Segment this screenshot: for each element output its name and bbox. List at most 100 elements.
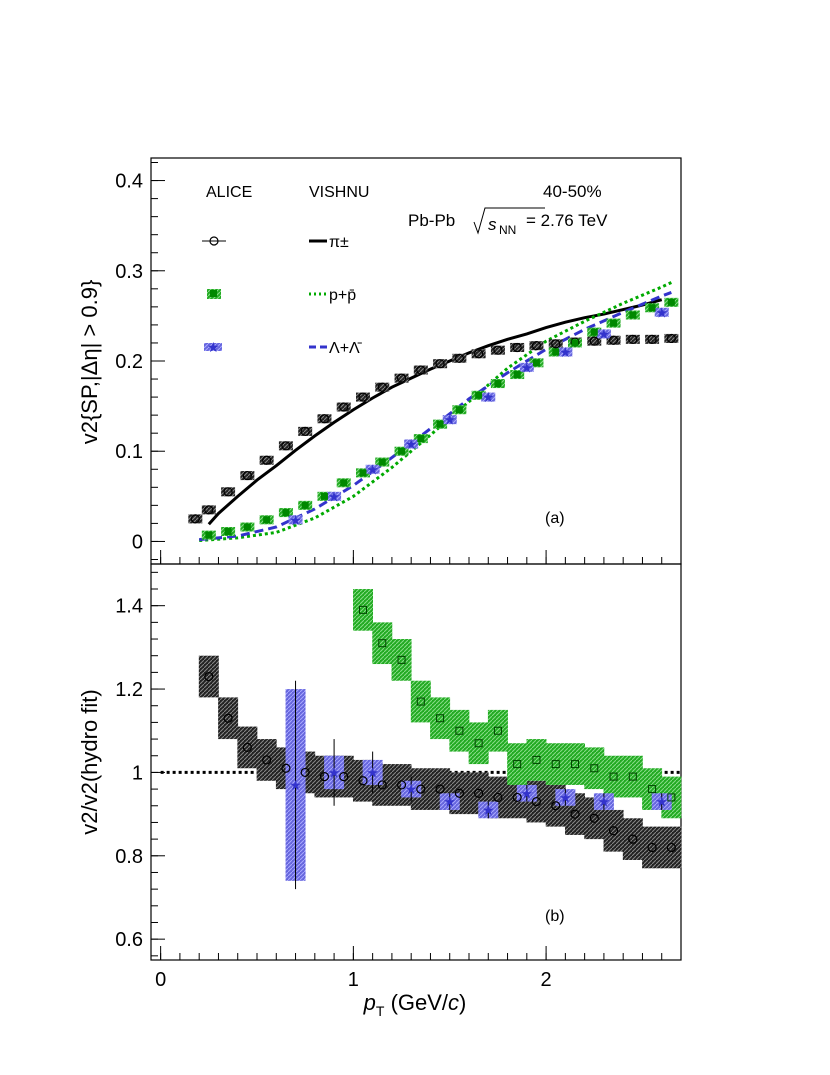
data-point-1-16	[513, 371, 521, 379]
energy-subscript: NN	[499, 223, 516, 237]
syst-box-0-21	[587, 336, 602, 346]
syst-box-0-22	[606, 335, 621, 345]
data-point-0-14	[474, 788, 484, 798]
syst-box-0-22	[622, 818, 643, 860]
data-point-1-10	[551, 760, 560, 769]
syst-box-0-21	[603, 809, 624, 852]
data-point-2-1: ★	[328, 765, 341, 781]
syst-box-0-14	[452, 353, 467, 363]
data-point-0-1	[223, 713, 233, 723]
data-point-1-1	[224, 528, 232, 536]
syst-box-1-4	[430, 697, 451, 740]
data-point-1-24	[667, 298, 675, 306]
data-point-0-4	[262, 455, 272, 465]
panel-b-y-tick-label-1: 0.8	[115, 846, 143, 868]
data-point-1-10	[398, 447, 406, 455]
data-point-2-3: ★	[405, 782, 418, 798]
data-point-0-13	[454, 788, 464, 798]
data-point-1-5	[301, 501, 309, 509]
data-point-2-5: ★	[482, 390, 495, 406]
syst-box-1-8	[507, 743, 528, 785]
legend-data-header: ALICE	[206, 184, 252, 201]
data-point-0-24	[647, 334, 657, 344]
syst-box-0-16	[490, 345, 505, 355]
data-point-0-14	[454, 353, 464, 363]
data-point-0-15	[493, 792, 503, 803]
x-tick-label-0: 0	[155, 969, 166, 991]
data-point-1-4	[282, 509, 290, 517]
syst-box-1-6	[468, 722, 489, 765]
panel-a-y-tick-label-4: 0.4	[115, 171, 143, 193]
data-point-2-0: ★	[289, 778, 302, 794]
data-point-0-11	[416, 784, 426, 794]
syst-box-0-2	[237, 726, 258, 769]
data-point-1-22	[629, 311, 637, 319]
syst-box-0-0	[198, 655, 219, 698]
data-point-2-2: ★	[366, 462, 379, 478]
data-point-0-22	[608, 335, 619, 345]
legend-model-header: VISHNU	[309, 184, 369, 201]
data-point-0-9	[377, 780, 387, 790]
x-tick-label-1: 1	[348, 969, 359, 991]
syst-box-0-1	[218, 697, 239, 740]
syst-box-0-24	[661, 826, 682, 869]
data-point-0-3	[242, 470, 252, 481]
syst-box-1-11	[565, 743, 585, 785]
data-point-0-1	[204, 505, 214, 515]
data-point-0-8	[339, 402, 349, 412]
data-point-1-11	[417, 435, 425, 443]
data-point-1-11	[571, 760, 579, 769]
data-point-0-20	[589, 813, 599, 823]
data-point-2-8: ★	[598, 795, 611, 811]
data-point-2-7: ★	[559, 345, 572, 361]
syst-box-2-4	[442, 415, 457, 425]
data-point-0-8	[358, 776, 368, 786]
data-point-1-15	[494, 380, 502, 388]
panel-a-y-axis-title: v2{SP,|Δη| > 0.9}	[77, 280, 102, 445]
data-point-2-5: ★	[482, 803, 495, 819]
x-axis-title-c: c	[448, 990, 459, 1015]
syst-box-1-9	[526, 739, 547, 781]
syst-box-2-3	[404, 439, 419, 449]
data-point-0-19	[570, 809, 580, 819]
data-point-2-9: ★	[655, 795, 668, 811]
syst-box-1-1	[372, 622, 393, 665]
syst-box-1-13	[603, 755, 624, 798]
model-curve-0	[207, 298, 663, 526]
data-point-1-19	[571, 339, 579, 347]
data-point-1-5	[455, 726, 464, 735]
model-curve-1	[199, 281, 672, 543]
legend-lambda-label: Λ+Λ̄	[329, 340, 363, 357]
panel-b-y-axis-title: v2/v2(hydro fit)	[77, 689, 102, 835]
data-point-1-20	[590, 328, 598, 336]
energy-symbol: s	[488, 215, 497, 234]
data-point-0-22	[628, 834, 638, 844]
syst-box-0-3	[240, 471, 255, 481]
data-point-0-19	[551, 339, 561, 349]
data-point-1-17	[532, 359, 540, 367]
data-point-1-13	[609, 772, 618, 781]
syst-box-0-13	[433, 359, 448, 369]
data-point-0-12	[416, 365, 426, 375]
syst-box-0-5	[278, 441, 293, 451]
syst-box-0-8	[336, 402, 351, 412]
data-point-0-6	[300, 426, 310, 436]
data-point-1-3	[416, 697, 425, 706]
syst-box-0-17	[510, 342, 525, 352]
syst-box-0-2	[221, 487, 236, 497]
panel-b-label: (b)	[545, 908, 565, 925]
panel-b-plot: ★ ★ ★ ★ ★ ★ ★ ★ ★ ★	[160, 589, 682, 890]
data-point-0-17	[531, 796, 542, 807]
data-point-1-8	[359, 469, 367, 477]
data-point-0-7	[319, 414, 330, 424]
syst-box-2-1	[327, 491, 342, 501]
data-point-0-18	[531, 341, 542, 351]
data-point-0-4	[281, 763, 291, 773]
legend-proton-marker	[207, 289, 221, 299]
data-point-2-3: ★	[405, 437, 418, 453]
data-point-0-9	[358, 392, 368, 402]
syst-box-1-3	[410, 680, 431, 723]
data-point-1-4	[436, 714, 445, 723]
x-tick-label-2: 2	[541, 969, 552, 991]
